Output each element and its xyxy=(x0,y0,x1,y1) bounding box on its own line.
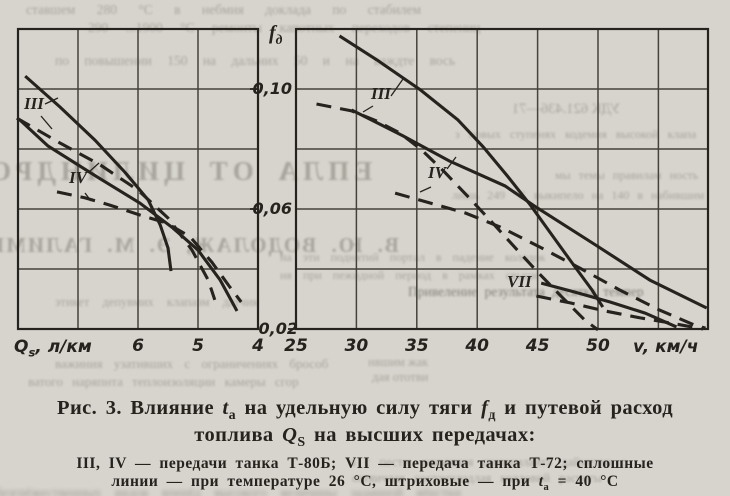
bleed-text-1: 290 ...1900 °С ремонты капотных переходо… xyxy=(88,20,481,35)
figure-chart xyxy=(16,27,710,332)
panel-border xyxy=(16,27,260,331)
curve-IV-solid xyxy=(350,108,708,310)
caption-var-t: t xyxy=(222,397,229,419)
curve-III-dashed xyxy=(316,102,599,332)
bleed-text-9: на эти поднятий портал в падение колодок xyxy=(280,250,546,264)
bleed-text-10: ня при пежидной период в рамках свыше xyxy=(280,268,540,282)
x-tick-left-6: 6 xyxy=(132,336,144,356)
x-tick-right-30: 30 xyxy=(344,336,369,356)
caption-text: топлива xyxy=(194,424,283,447)
bleed-text-14: дая ототви xyxy=(372,370,429,384)
curve-VII-solid xyxy=(540,281,678,329)
caption-text: и путевой расход xyxy=(495,397,673,419)
label-pointer xyxy=(84,192,92,202)
x-axis-left-sub: s xyxy=(28,345,36,360)
bleed-text-0: ставшем 280 °С в небмия доклада по стаби… xyxy=(26,2,422,17)
y-axis-sub: д xyxy=(275,32,283,47)
label-pointer xyxy=(419,186,432,193)
x-tick-right-25: 25 xyxy=(284,336,308,356)
label-pointer xyxy=(362,105,374,113)
curve-IV-dashed xyxy=(56,190,243,303)
x-axis-right-unit: , км/ч xyxy=(642,337,699,357)
curve-VII-dashed xyxy=(536,294,704,331)
curve-III-solid xyxy=(338,34,605,308)
bleed-text-4: з новых ступенях кодемия высокой клапа xyxy=(455,127,697,141)
caption-sub-a: а xyxy=(228,408,237,424)
y-tick-0.06: 0,06 xyxy=(252,199,292,218)
label-pointer xyxy=(44,97,59,105)
curve-IV-solid xyxy=(18,118,239,312)
bleed-text-2: по повышении 150 на дальних 50 и на важд… xyxy=(55,53,456,68)
caption-text: Рис. 3. Влияние xyxy=(57,397,223,419)
bleed-text-13: нвшим жак xyxy=(368,355,429,369)
caption-sub-d: д xyxy=(488,408,496,424)
x-tick-right-35: 35 xyxy=(404,336,429,356)
caption-var-q: Q xyxy=(282,424,298,447)
bleed-text-12: этикет депувмих клапазм датчик xyxy=(55,295,259,309)
label-pointer xyxy=(446,156,457,170)
curve-IV-dashed xyxy=(394,191,706,330)
label-pointer xyxy=(88,162,100,173)
caption-line-4: линии — при температуре 26 °С, штриховые… xyxy=(0,473,730,494)
curve-label-III: III xyxy=(24,94,44,113)
x-axis-title-right: v, км/ч xyxy=(633,337,698,357)
x-axis-right-var: v xyxy=(633,337,643,357)
y-axis-var: f xyxy=(269,22,276,44)
caption-sub-a2: а xyxy=(543,482,550,494)
caption-line-1: Рис. 3. Влияние tа на удельную силу тяги… xyxy=(0,395,730,424)
caption-line-3: III, IV — передачи танка Т-80Б; VII — пе… xyxy=(76,455,654,473)
curve-label-III: III xyxy=(371,84,391,103)
curve-label-IV: IV xyxy=(428,163,446,182)
x-axis-title-left: Qs, л/км xyxy=(14,337,92,360)
bleed-text-17: а с пестж аниминия принемлайта дайметви … xyxy=(350,455,626,469)
caption-var-t2: t xyxy=(538,473,544,491)
y-tick-0.02: 0,02 xyxy=(258,319,298,338)
x-tick-left-4: 4 xyxy=(252,336,264,356)
label-pointer xyxy=(390,78,404,97)
curve-III-solid xyxy=(24,74,173,272)
x-tick-right-40: 40 xyxy=(465,336,490,356)
caption-text: на высших передачах: xyxy=(305,424,536,447)
bleed-text-18: огтяичлая состзнчлодлая колдовий расчеты xyxy=(352,471,602,485)
caption-text: на удельную силу тяги xyxy=(236,397,482,419)
bleed-text-6: мы темы правилам ность xyxy=(555,168,699,182)
bleed-text-19: безгрёжественных видов вперёд высокого в… xyxy=(0,485,462,496)
caption-text: = 40 °С xyxy=(549,473,619,491)
x-tick-right-50: 50 xyxy=(586,336,610,356)
label-pointer xyxy=(40,115,53,130)
caption-var-f: f xyxy=(481,397,489,419)
bleed-text-16: ватого наряпнта теплоизоляции камеры сго… xyxy=(28,374,299,389)
caption-line-2: топлива QS на высших передачах: xyxy=(0,422,730,451)
figure-caption: Рис. 3. Влияние tа на удельную силу тяги… xyxy=(0,395,730,494)
x-tick-right-45: 45 xyxy=(525,336,550,356)
y-axis-title: fд xyxy=(269,22,283,47)
x-axis-left-unit: , л/км xyxy=(35,337,92,357)
curve-label-VII: VII xyxy=(507,272,532,291)
x-axis-left-var: Q xyxy=(14,337,29,357)
bleed-text-15: важиния узативших с ограничениях брособ xyxy=(55,356,329,371)
curve-label-IV: IV xyxy=(69,168,87,187)
caption-sub-s: S xyxy=(297,435,306,451)
curve-III-dashed xyxy=(16,116,217,301)
panel-border xyxy=(294,27,710,331)
y-tick-0.1: 0,10 xyxy=(252,79,292,98)
caption-text: линии — при температуре 26 °С, штриховые… xyxy=(111,473,539,491)
x-tick-left-5: 5 xyxy=(192,336,204,356)
